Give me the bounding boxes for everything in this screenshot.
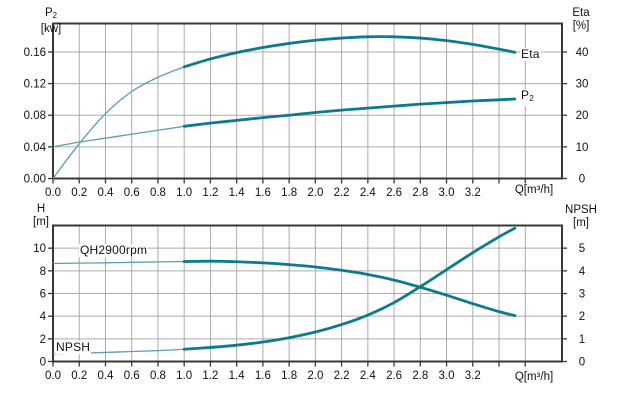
left-tick-label: 0.08 bbox=[24, 110, 46, 122]
p2-axis-label: P2 bbox=[28, 7, 74, 23]
x-tick-label: 1.4 bbox=[229, 370, 246, 382]
p2-axis-label-base: P bbox=[44, 7, 53, 19]
x-tick-label: 0.6 bbox=[124, 187, 140, 199]
tick-marks bbox=[48, 51, 567, 184]
bottom-x-axis-title: Q[m³/h] bbox=[514, 371, 554, 383]
left-tick-label: 0.04 bbox=[24, 142, 47, 154]
curve-p2 bbox=[52, 97, 517, 148]
x-tick-label: 3.2 bbox=[465, 187, 481, 199]
left-tick-label: 6 bbox=[40, 289, 46, 301]
x-tick-label: 0.2 bbox=[71, 187, 87, 199]
x-tick-label: 2.4 bbox=[360, 370, 377, 382]
plot-border bbox=[52, 22, 563, 180]
x-tick-label: 3.0 bbox=[439, 187, 455, 199]
tick-marks bbox=[48, 247, 567, 367]
x-tick-label: 2.2 bbox=[334, 187, 350, 199]
power-efficiency-chart: 0.0 0.2 0.4 0.6 0.8 1.0 1.2 1.4 1.6 1.8 2.0 2.2 2.4 2… bbox=[24, 22, 589, 199]
npsh-curve-label: NPSH bbox=[55, 340, 92, 354]
tick-labels: 0.0 0.2 0.4 0.6 0.8 1.0 1.2 1.4 1.6 1.8 2.0 2.2 2.4 2… bbox=[24, 47, 589, 199]
top-left-axis-title: P2 [kw] bbox=[28, 7, 74, 35]
x-tick-label: 1.8 bbox=[281, 370, 297, 382]
x-tick-label: 1.4 bbox=[229, 187, 246, 199]
curve-qh bbox=[52, 259, 517, 317]
right-tick-label: 40 bbox=[576, 47, 589, 59]
h-axis-label: H bbox=[36, 203, 46, 215]
left-tick-label: 8 bbox=[40, 266, 46, 278]
left-tick-label: 10 bbox=[33, 243, 46, 255]
right-tick-label: 2 bbox=[579, 311, 585, 323]
x-tick-label: 1.8 bbox=[281, 187, 297, 199]
left-tick-label: 0 bbox=[40, 357, 46, 369]
x-tick-label: 1.0 bbox=[176, 370, 192, 382]
right-tick-label: 3 bbox=[579, 289, 585, 301]
p2-curve-label: P2 bbox=[520, 89, 535, 106]
x-tick-label: 2.6 bbox=[386, 187, 402, 199]
head-npsh-chart: 0.0 0.2 0.4 0.6 0.8 1.0 1.2 1.4 1.6 1.8 2.0 2.2 2.4 2… bbox=[33, 224, 586, 382]
bottom-left-axis-title: H [m] bbox=[22, 203, 60, 228]
bottom-right-axis-title: NPSH [m] bbox=[557, 204, 605, 229]
left-tick-label: 0.00 bbox=[24, 174, 46, 186]
right-tick-label: 0 bbox=[579, 357, 585, 369]
right-tick-label: 10 bbox=[576, 142, 589, 154]
qh-curve-label: QH2900rpm bbox=[79, 243, 149, 257]
x-tick-label: 2.8 bbox=[412, 187, 428, 199]
x-tick-label: 2.0 bbox=[307, 370, 323, 382]
curve-eta bbox=[52, 35, 517, 179]
top-x-axis-title: Q[m³/h] bbox=[514, 184, 554, 196]
x-tick-label: 0.0 bbox=[45, 370, 61, 382]
x-tick-label: 2.6 bbox=[386, 370, 402, 382]
x-tick-label: 3.0 bbox=[439, 370, 455, 382]
left-tick-label: 0.16 bbox=[24, 47, 46, 59]
x-tick-label: 0.0 bbox=[45, 187, 61, 199]
eta-axis-label: Eta bbox=[572, 7, 590, 19]
npsh-axis-unit: [m] bbox=[573, 216, 589, 229]
npsh-axis-label: NPSH bbox=[565, 204, 597, 216]
p2-curve-label-base: P bbox=[521, 88, 530, 102]
left-tick-label: 0.12 bbox=[24, 79, 46, 91]
x-tick-label: 1.0 bbox=[176, 187, 192, 199]
left-tick-label: 2 bbox=[40, 334, 46, 346]
p2-axis-label-sub: 2 bbox=[52, 11, 58, 20]
right-tick-label: 5 bbox=[579, 243, 585, 255]
x-tick-label: 1.6 bbox=[255, 370, 271, 382]
x-tick-label: 0.8 bbox=[150, 370, 166, 382]
x-tick-label: 1.2 bbox=[202, 370, 218, 382]
x-tick-label: 2.0 bbox=[307, 187, 323, 199]
x-tick-label: 0.2 bbox=[71, 370, 87, 382]
x-tick-label: 3.2 bbox=[465, 370, 481, 382]
gridlines bbox=[53, 225, 562, 362]
x-tick-label: 2.8 bbox=[412, 370, 428, 382]
top-right-axis-title: Eta [%] bbox=[560, 7, 602, 32]
p2-axis-unit: [kw] bbox=[40, 22, 62, 35]
h-axis-unit: [m] bbox=[33, 215, 49, 228]
right-tick-label: 30 bbox=[576, 79, 589, 91]
x-tick-label: 0.6 bbox=[124, 370, 140, 382]
x-tick-label: 2.4 bbox=[360, 187, 377, 199]
right-tick-label: 1 bbox=[579, 334, 585, 346]
x-tick-label: 0.4 bbox=[97, 187, 114, 199]
right-tick-label: 4 bbox=[579, 266, 586, 278]
eta-curve-label: Eta bbox=[520, 47, 541, 61]
x-tick-label: 0.8 bbox=[150, 187, 166, 199]
tick-labels: 0.0 0.2 0.4 0.6 0.8 1.0 1.2 1.4 1.6 1.8 2.0 2.2 2.4 2… bbox=[33, 243, 586, 382]
x-tick-label: 0.4 bbox=[97, 370, 114, 382]
x-tick-label: 2.2 bbox=[334, 370, 350, 382]
p2-curve-label-sub: 2 bbox=[529, 94, 534, 103]
x-tick-label: 1.2 bbox=[202, 187, 218, 199]
right-tick-label: 0 bbox=[579, 174, 585, 186]
x-tick-label: 1.6 bbox=[255, 187, 271, 199]
eta-axis-unit: [%] bbox=[572, 19, 590, 32]
left-tick-label: 4 bbox=[40, 311, 47, 323]
right-tick-label: 20 bbox=[576, 110, 589, 122]
